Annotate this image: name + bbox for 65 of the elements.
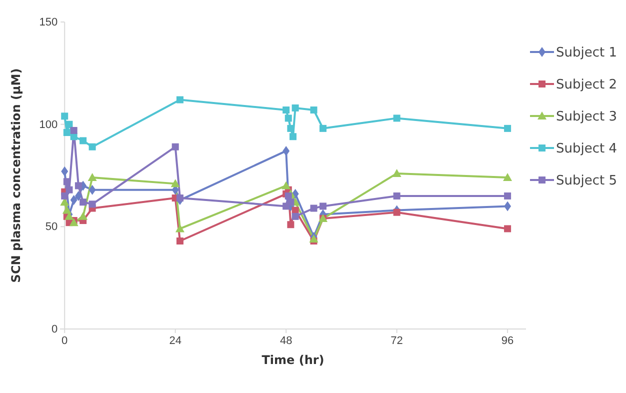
point: [393, 208, 400, 216]
point: [287, 221, 294, 228]
point: [176, 194, 184, 202]
legend-label: Subject 2: [556, 78, 618, 93]
point: [61, 192, 68, 200]
y-tick-label: 100: [39, 118, 58, 131]
y-axis-title: SCN plasma concentration (µM): [9, 68, 23, 283]
point: [504, 201, 512, 212]
point: [66, 186, 73, 194]
legend-label: Subject 5: [556, 174, 618, 189]
point: [66, 120, 73, 128]
point: [61, 166, 68, 176]
point: [392, 168, 402, 177]
point: [61, 112, 68, 120]
point: [176, 237, 184, 244]
point: [74, 190, 82, 201]
point: [88, 143, 96, 150]
point: [284, 114, 292, 122]
point: [393, 114, 400, 122]
point: [282, 106, 290, 114]
point: [282, 146, 290, 156]
point: [176, 96, 184, 104]
point: [282, 181, 291, 190]
point: [63, 178, 70, 186]
point: [287, 124, 294, 132]
point: [504, 124, 512, 132]
point: [74, 182, 82, 190]
point: [63, 129, 70, 136]
x-tick-label: 24: [169, 334, 182, 347]
y-tick-label: 50: [45, 221, 58, 234]
y-tick-label: 0: [51, 324, 58, 336]
point: [88, 184, 96, 195]
point: [310, 106, 318, 114]
point: [70, 126, 78, 134]
point: [319, 124, 326, 132]
x-tick-label: 72: [390, 334, 403, 347]
point: [290, 133, 296, 140]
point: [62, 206, 72, 214]
x-tick-label: 96: [501, 334, 514, 347]
x-tick-label: 48: [280, 334, 292, 347]
x-axis-title: Time (hr): [262, 353, 324, 367]
point: [393, 192, 400, 200]
point: [319, 202, 326, 210]
point: [292, 212, 299, 220]
point: [503, 173, 512, 182]
point: [504, 192, 512, 200]
point: [80, 198, 87, 206]
x-tick-label: 0: [62, 334, 68, 347]
point: [70, 195, 78, 206]
point: [504, 225, 512, 232]
point: [310, 204, 318, 212]
point: [172, 143, 179, 150]
point: [170, 179, 180, 188]
point: [309, 234, 318, 242]
y-tick-label: 150: [39, 16, 58, 29]
point: [78, 212, 88, 220]
point: [80, 137, 87, 144]
point: [88, 173, 97, 182]
point: [292, 104, 299, 112]
legend-label: Subject 1: [556, 46, 618, 61]
point: [287, 198, 294, 206]
legend-label: Subject 4: [556, 142, 618, 157]
legend-label: Subject 3: [556, 110, 618, 125]
point: [88, 200, 96, 208]
point: [175, 224, 184, 232]
